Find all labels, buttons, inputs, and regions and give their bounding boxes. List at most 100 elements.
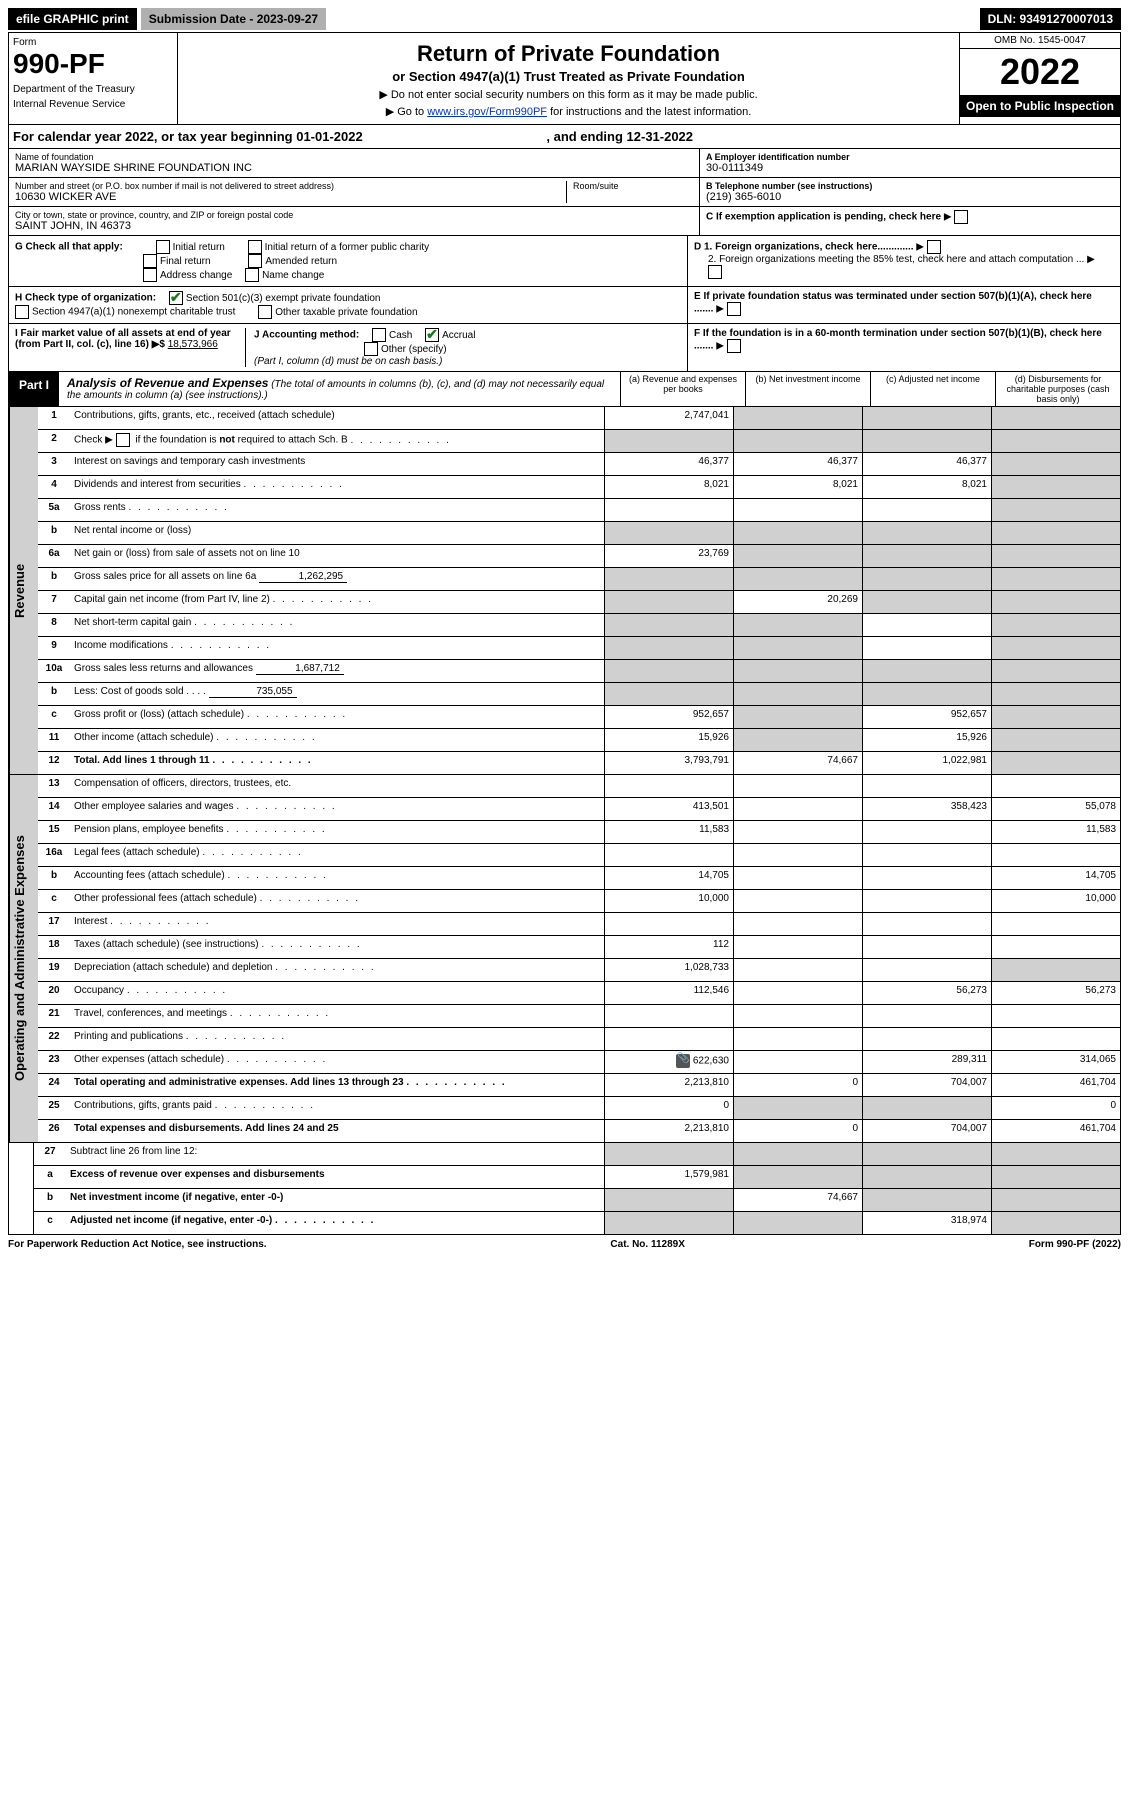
row-9: 9Income modifications: [38, 637, 1120, 660]
amt-c: [862, 913, 991, 935]
h-other-checkbox[interactable]: [258, 305, 272, 319]
g-amended-checkbox[interactable]: [248, 254, 262, 268]
attachment-icon[interactable]: [676, 1054, 690, 1068]
page-footer: For Paperwork Reduction Act Notice, see …: [8, 1235, 1121, 1250]
amt-d: [991, 913, 1120, 935]
j-cash-checkbox[interactable]: [372, 328, 386, 342]
line-num: 22: [38, 1028, 70, 1050]
amt-a: 8,021: [604, 476, 733, 498]
name-label: Name of foundation: [15, 152, 693, 162]
d2-checkbox[interactable]: [708, 265, 722, 279]
amt-b: [733, 936, 862, 958]
line-num: 16a: [38, 844, 70, 866]
line-num: c: [38, 706, 70, 728]
col-a-header: (a) Revenue and expenses per books: [620, 372, 745, 406]
amt-d: 314,065: [991, 1051, 1120, 1073]
top-bar: efile GRAPHIC print Submission Date - 20…: [8, 8, 1121, 30]
row-15: 15 Pension plans, employee benefits 11,58…: [38, 821, 1120, 844]
h-4947-checkbox[interactable]: [15, 305, 29, 319]
amt-b: [733, 683, 862, 705]
amt-d: [991, 752, 1120, 774]
d2-label: 2. Foreign organizations meeting the 85%…: [708, 254, 1084, 265]
amt-c: [862, 614, 991, 636]
amt-b: [733, 1166, 862, 1188]
desc-text: Other professional fees (attach schedule…: [74, 893, 257, 904]
line-desc: Gross profit or (loss) (attach schedule): [70, 706, 604, 728]
g-name-checkbox[interactable]: [245, 268, 259, 282]
amt-c: 952,657: [862, 706, 991, 728]
amt-d: 55,078: [991, 798, 1120, 820]
j-other-label: Other (specify): [381, 344, 447, 355]
amt-d: [991, 522, 1120, 544]
desc-text: Other income (attach schedule): [74, 732, 214, 743]
amt-a-value: 622,630: [693, 1056, 729, 1067]
line-num: 4: [38, 476, 70, 498]
desc-text: Pension plans, employee benefits: [74, 824, 224, 835]
line-num: 20: [38, 982, 70, 1004]
j-accrual-checkbox[interactable]: [425, 328, 439, 342]
d1-checkbox[interactable]: [927, 240, 941, 254]
schb-checkbox[interactable]: [116, 433, 130, 447]
amt-d: [991, 706, 1120, 728]
foundation-name: MARIAN WAYSIDE SHRINE FOUNDATION INC: [15, 162, 693, 174]
line-num: a: [34, 1166, 66, 1188]
irs-link[interactable]: www.irs.gov/Form990PF: [427, 106, 547, 118]
f-label: F If the foundation is in a 60-month ter…: [694, 328, 1102, 352]
h-501c3-checkbox[interactable]: [169, 291, 183, 305]
line-desc: Check ▶ if the foundation is not require…: [70, 430, 604, 452]
line-num: 6a: [38, 545, 70, 567]
revenue-section: Revenue 1Contributions, gifts, grants, e…: [8, 407, 1121, 775]
g-initial-former-checkbox[interactable]: [248, 240, 262, 254]
efile-button[interactable]: efile GRAPHIC print: [8, 8, 137, 30]
g-initial-checkbox[interactable]: [156, 240, 170, 254]
line-num: 5a: [38, 499, 70, 521]
g-address-checkbox[interactable]: [143, 268, 157, 282]
row-12: 12Total. Add lines 1 through 11 3,793,79…: [38, 752, 1120, 774]
col-d-header: (d) Disbursements for charitable purpose…: [995, 372, 1120, 406]
col-c-header: (c) Adjusted net income: [870, 372, 995, 406]
amt-a: [604, 683, 733, 705]
amt-a: 14,705: [604, 867, 733, 889]
h-section: H Check type of organization: Section 50…: [9, 287, 688, 323]
name-cell: Name of foundation MARIAN WAYSIDE SHRINE…: [9, 149, 699, 178]
line-desc: Depreciation (attach schedule) and deple…: [70, 959, 604, 981]
line-desc: Net investment income (if negative, ente…: [66, 1189, 604, 1211]
line-desc: Occupancy: [70, 982, 604, 1004]
amt-a: 2,213,810: [604, 1074, 733, 1096]
desc-text: Capital gain net income (from Part IV, l…: [74, 594, 270, 605]
line-num: 14: [38, 798, 70, 820]
part1-title: Analysis of Revenue and Expenses (The to…: [59, 372, 620, 406]
amt-c: [862, 522, 991, 544]
amt-d: [991, 1166, 1120, 1188]
amt-a: [604, 1143, 733, 1165]
amt-a: [604, 637, 733, 659]
phone-label: B Telephone number (see instructions): [706, 181, 1114, 191]
amt-a: [604, 913, 733, 935]
amt-a: [604, 844, 733, 866]
e-checkbox[interactable]: [727, 302, 741, 316]
desc-text: Other expenses (attach schedule): [74, 1054, 224, 1065]
amt-d: [991, 476, 1120, 498]
f-checkbox[interactable]: [727, 339, 741, 353]
amt-c: [862, 545, 991, 567]
amt-b: [733, 982, 862, 1004]
amt-d: [991, 660, 1120, 682]
amt-b: [733, 913, 862, 935]
line-num: 15: [38, 821, 70, 843]
amt-a: 11,583: [604, 821, 733, 843]
line-num: 1: [38, 407, 70, 429]
j-other-checkbox[interactable]: [364, 342, 378, 356]
row-27b: bNet investment income (if negative, ent…: [34, 1189, 1120, 1212]
desc-text: Total operating and administrative expen…: [74, 1077, 404, 1088]
desc-text: Printing and publications: [74, 1031, 183, 1042]
row-6a: 6aNet gain or (loss) from sale of assets…: [38, 545, 1120, 568]
form-subtitle: or Section 4947(a)(1) Trust Treated as P…: [184, 69, 953, 84]
amt-b: [733, 1097, 862, 1119]
amt-b: [733, 890, 862, 912]
header-center: Return of Private Foundation or Section …: [178, 33, 959, 124]
g-label: G Check all that apply:: [15, 242, 123, 253]
c-checkbox[interactable]: [954, 210, 968, 224]
line-desc: Compensation of officers, directors, tru…: [70, 775, 604, 797]
row-27c: cAdjusted net income (if negative, enter…: [34, 1212, 1120, 1234]
g-final-checkbox[interactable]: [143, 254, 157, 268]
